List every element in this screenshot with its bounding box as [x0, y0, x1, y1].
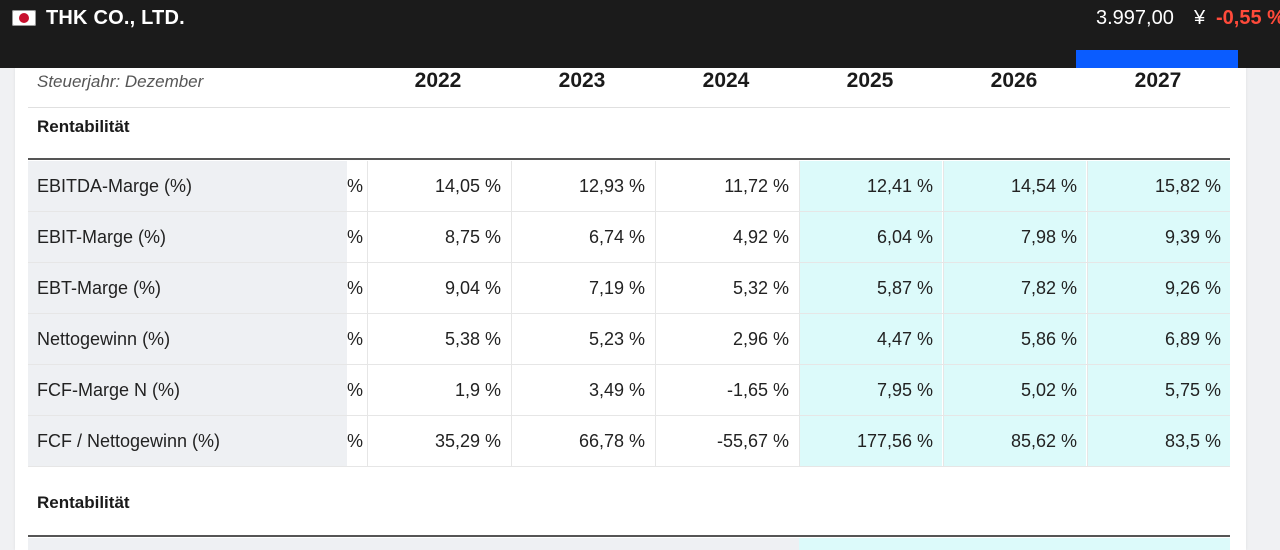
truncated-cell: % — [347, 431, 364, 451]
value-cell: 177,56 % — [799, 416, 942, 466]
fiscal-year-label: Steuerjahr: Dezember — [37, 72, 204, 91]
truncated-cell: % — [347, 380, 364, 400]
value-cell: -1,65 % — [655, 365, 798, 415]
year-header: 2022 — [414, 69, 462, 92]
value-cell: 66,78 % — [511, 416, 654, 466]
value-cell: 4,47 % — [799, 314, 942, 364]
value-cell: 85,62 % — [943, 416, 1086, 466]
value-cell: 5,87 % — [799, 263, 942, 313]
japan-flag-icon — [12, 10, 36, 26]
row-label: EBITDA-Marge (%) — [28, 161, 347, 211]
value-cell: 5,75 % — [1087, 365, 1230, 415]
data-table: EBITDA-Marge (%)% 14,05 % 12,93 % 11,72 % 12… — [28, 161, 1230, 467]
table-row: EBIT-Marge (%)% 8,75 % 6,74 % 4,92 % 6,04 % 7… — [28, 212, 1230, 263]
year-header: 2027 — [1134, 69, 1182, 92]
next-table-strip — [28, 538, 1230, 550]
value-cell: 14,54 % — [943, 161, 1086, 211]
value-cell: 7,82 % — [943, 263, 1086, 313]
value-cell: 1,9 % — [367, 365, 510, 415]
stock-price: 3.997,00 — [1096, 7, 1174, 29]
value-cell: 83,5 % — [1087, 416, 1230, 466]
value-cell: 2,96 % — [655, 314, 798, 364]
value-cell: 12,41 % — [799, 161, 942, 211]
value-cell: 6,89 % — [1087, 314, 1230, 364]
value-cell: -55,67 % — [655, 416, 798, 466]
value-cell: 4,92 % — [655, 212, 798, 262]
value-cell: 7,95 % — [799, 365, 942, 415]
active-tab-indicator[interactable] — [1076, 50, 1238, 68]
year-header: 2023 — [558, 69, 606, 92]
value-cell: 14,05 % — [367, 161, 510, 211]
value-cell: 35,29 % — [367, 416, 510, 466]
section-divider — [28, 535, 1230, 537]
value-cell: 6,04 % — [799, 212, 942, 262]
truncated-cell: % — [347, 176, 364, 196]
company-name[interactable]: THK CO., LTD. — [46, 7, 185, 29]
row-label: FCF / Nettogewinn (%) — [28, 416, 347, 466]
header-divider — [28, 107, 1230, 108]
row-label: FCF-Marge N (%) — [28, 365, 347, 415]
truncated-cell: % — [347, 227, 364, 247]
financial-table-card: Steuerjahr: Dezember 2022 2023 2024 2025… — [15, 60, 1246, 550]
table-row: FCF-Marge N (%)% 1,9 % 3,49 % -1,65 % 7,95 %… — [28, 365, 1230, 416]
section-divider — [28, 158, 1230, 160]
value-cell: 9,26 % — [1087, 263, 1230, 313]
value-cell: 5,23 % — [511, 314, 654, 364]
table-row: Nettogewinn (%)% 5,38 % 5,23 % 2,96 % 4,47 %… — [28, 314, 1230, 365]
next-section-title: Rentabilität — [37, 493, 130, 512]
section-title: Rentabilität — [37, 117, 130, 136]
row-label: EBT-Marge (%) — [28, 263, 347, 313]
value-cell: 6,74 % — [511, 212, 654, 262]
value-cell: 11,72 % — [655, 161, 798, 211]
row-label: Nettogewinn (%) — [28, 314, 347, 364]
row-label: EBIT-Marge (%) — [28, 212, 347, 262]
truncated-cell: % — [347, 329, 364, 349]
value-cell: 5,38 % — [367, 314, 510, 364]
currency-symbol: ¥ — [1194, 7, 1206, 29]
value-cell: 15,82 % — [1087, 161, 1230, 211]
value-cell: 9,04 % — [367, 263, 510, 313]
table-row: EBT-Marge (%)% 9,04 % 7,19 % 5,32 % 5,87 % 7,… — [28, 263, 1230, 314]
table-row: EBITDA-Marge (%)% 14,05 % 12,93 % 11,72 % 12… — [28, 161, 1230, 212]
year-header: 2025 — [846, 69, 894, 92]
value-cell: 5,86 % — [943, 314, 1086, 364]
value-cell: 7,19 % — [511, 263, 654, 313]
value-cell: 5,02 % — [943, 365, 1086, 415]
value-cell: 12,93 % — [511, 161, 654, 211]
year-header: 2024 — [702, 69, 750, 92]
table-row: FCF / Nettogewinn (%)% 35,29 % 66,78 % -55,… — [28, 416, 1230, 467]
value-cell: 5,32 % — [655, 263, 798, 313]
value-cell: 8,75 % — [367, 212, 510, 262]
top-bar: THK CO., LTD. 3.997,00 ¥ -0,55 % — [0, 0, 1280, 68]
price-change: -0,55 % — [1216, 7, 1280, 29]
year-header: 2026 — [990, 69, 1038, 92]
truncated-cell: % — [347, 278, 364, 298]
value-cell: 3,49 % — [511, 365, 654, 415]
value-cell: 7,98 % — [943, 212, 1086, 262]
value-cell: 9,39 % — [1087, 212, 1230, 262]
